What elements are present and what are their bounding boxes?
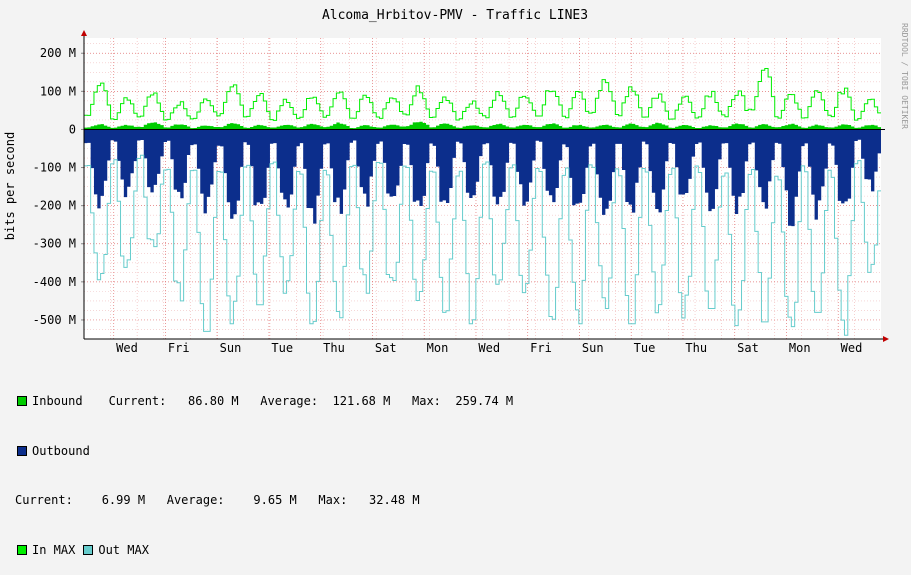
axes: 200 M 100 M 0 -100 M -200 M -300 M -400 M -500 … [33, 30, 889, 355]
x-tick-label: Sat [375, 341, 397, 355]
y-tick-label: -400 M [33, 275, 76, 289]
outbound-area [84, 129, 881, 227]
y-tick-label: 0 [69, 122, 76, 136]
x-tick-label: Mon [789, 341, 811, 355]
x-tick-label: Sun [582, 341, 604, 355]
rrdtool-watermark: RRDTOOL / TOBI OETIKER [900, 23, 909, 129]
inbound-label: Inbound [32, 394, 83, 408]
series-layer [84, 68, 881, 336]
out-max-label: Out MAX [98, 542, 149, 557]
inbound-area [84, 121, 881, 130]
in-max-label: In MAX [32, 542, 76, 557]
legend-outbound-row: Outbound [17, 443, 513, 460]
x-tick-label: Thu [685, 341, 707, 355]
x-tick-label: Fri [168, 341, 190, 355]
x-tick-label: Wed [478, 341, 500, 355]
x-tick-label: Wed [116, 341, 138, 355]
x-tick-label: Thu [323, 341, 345, 355]
x-tick-label: Sun [220, 341, 242, 355]
inbound-swatch [17, 396, 27, 407]
x-tick-label: Fri [530, 341, 552, 355]
outbound-label: Outbound [32, 443, 90, 458]
x-axis-arrow [883, 336, 889, 342]
chart-title: Alcoma_Hrbitov-PMV - Traffic LINE3 [322, 8, 588, 23]
legend: Inbound Current: 86.80 M Average: 121.68… [15, 360, 513, 575]
legend-max-row: In MAX Out MAX [17, 542, 513, 559]
y-tick-label: -200 M [33, 199, 76, 213]
x-tick-label: Wed [841, 341, 863, 355]
y-axis-arrow [81, 30, 87, 36]
outbound-stats: Current: 6.99 M Average: 9.65 M Max: 32.… [15, 493, 420, 507]
in-max-line [84, 68, 881, 121]
x-tick-label: Mon [427, 341, 449, 355]
legend-outbound-stats-row: Current: 6.99 M Average: 9.65 M Max: 32.… [15, 492, 513, 509]
traffic-chart: Alcoma_Hrbitov-PMV - Traffic LINE3 bits … [3, 8, 909, 355]
y-tick-label: -500 M [33, 313, 76, 327]
out-max-swatch [83, 544, 94, 555]
legend-inbound-row: Inbound Current: 86.80 M Average: 121.68… [17, 393, 513, 410]
y-tick-label: 200 M [40, 46, 76, 60]
out-max-line [84, 154, 881, 336]
y-axis-label: bits per second [3, 132, 17, 240]
x-tick-label: Sat [737, 341, 759, 355]
y-tick-label: -300 M [33, 237, 76, 251]
inbound-stats: Current: 86.80 M Average: 121.68 M Max: … [108, 394, 514, 408]
x-tick-label: Tue [634, 341, 656, 355]
outbound-swatch [17, 445, 27, 456]
y-tick-label: -100 M [33, 161, 76, 175]
x-tick-label: Tue [271, 341, 293, 355]
in-max-swatch [17, 544, 27, 555]
y-tick-label: 100 M [40, 84, 76, 98]
